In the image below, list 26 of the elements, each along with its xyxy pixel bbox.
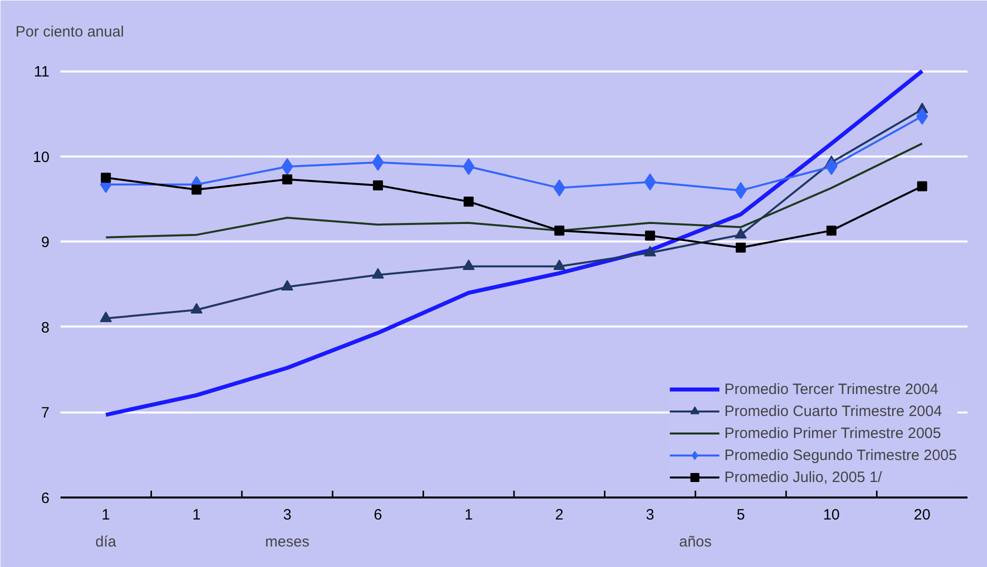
x-tick-label: 1	[102, 506, 110, 524]
legend-label: Promedio Tercer Trimestre 2004	[724, 380, 938, 398]
x-tick-label: 1	[192, 506, 201, 524]
x-tick-label: 1	[464, 506, 473, 524]
legend-label: Promedio Julio, 2005 1/	[724, 468, 882, 486]
x-tick-label: 2	[555, 506, 564, 524]
y-tick-label: 7	[41, 404, 50, 422]
text: años	[679, 534, 712, 550]
y-tick-label: 8	[41, 319, 50, 336]
legend-label: Promedio Segundo Trimestre 2005	[724, 446, 957, 464]
x-tick-label: 3	[283, 506, 292, 524]
x-tick-label: 5	[736, 506, 745, 524]
y-tick-label: 11	[34, 64, 50, 81]
text: día	[95, 534, 117, 550]
x-tick-label: 3	[646, 506, 654, 524]
legend-label: Promedio Primer Trimestre 2005	[724, 424, 942, 442]
x-tick-label: 6	[374, 506, 382, 524]
text: meses	[265, 534, 310, 550]
x-tick-label: 20	[914, 506, 930, 524]
line-series	[104, 142, 924, 238]
y-tick-label: 9	[41, 234, 50, 252]
legend-label: Promedio Cuarto Trimestre 2004	[724, 402, 942, 420]
y-tick-label: 6	[41, 490, 50, 507]
y-tick-label: 10	[32, 148, 50, 166]
x-tick-label: 10	[823, 506, 840, 524]
y-axis-title: Por ciento anual	[16, 24, 124, 40]
